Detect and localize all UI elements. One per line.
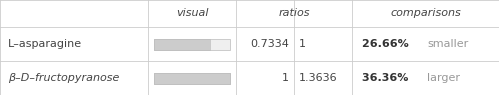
Text: 1: 1 [282, 73, 289, 83]
Text: L–asparagine: L–asparagine [8, 39, 82, 49]
Text: ratios: ratios [278, 8, 310, 19]
Text: smaller: smaller [427, 39, 469, 49]
Text: larger: larger [427, 73, 460, 83]
Text: visual: visual [176, 8, 208, 19]
Bar [154, 72, 230, 84]
Text: 0.7334: 0.7334 [250, 39, 289, 49]
Bar [154, 38, 230, 49]
Text: 36.36%: 36.36% [362, 73, 412, 83]
Text: β–D–fructopyranose: β–D–fructopyranose [8, 73, 119, 83]
Bar [154, 38, 210, 49]
Bar [154, 72, 230, 84]
Bar [154, 38, 210, 49]
Bar [154, 72, 230, 84]
Text: comparisons: comparisons [390, 8, 461, 19]
Text: 26.66%: 26.66% [362, 39, 413, 49]
Text: 1.3636: 1.3636 [299, 73, 338, 83]
Text: 1: 1 [299, 39, 306, 49]
